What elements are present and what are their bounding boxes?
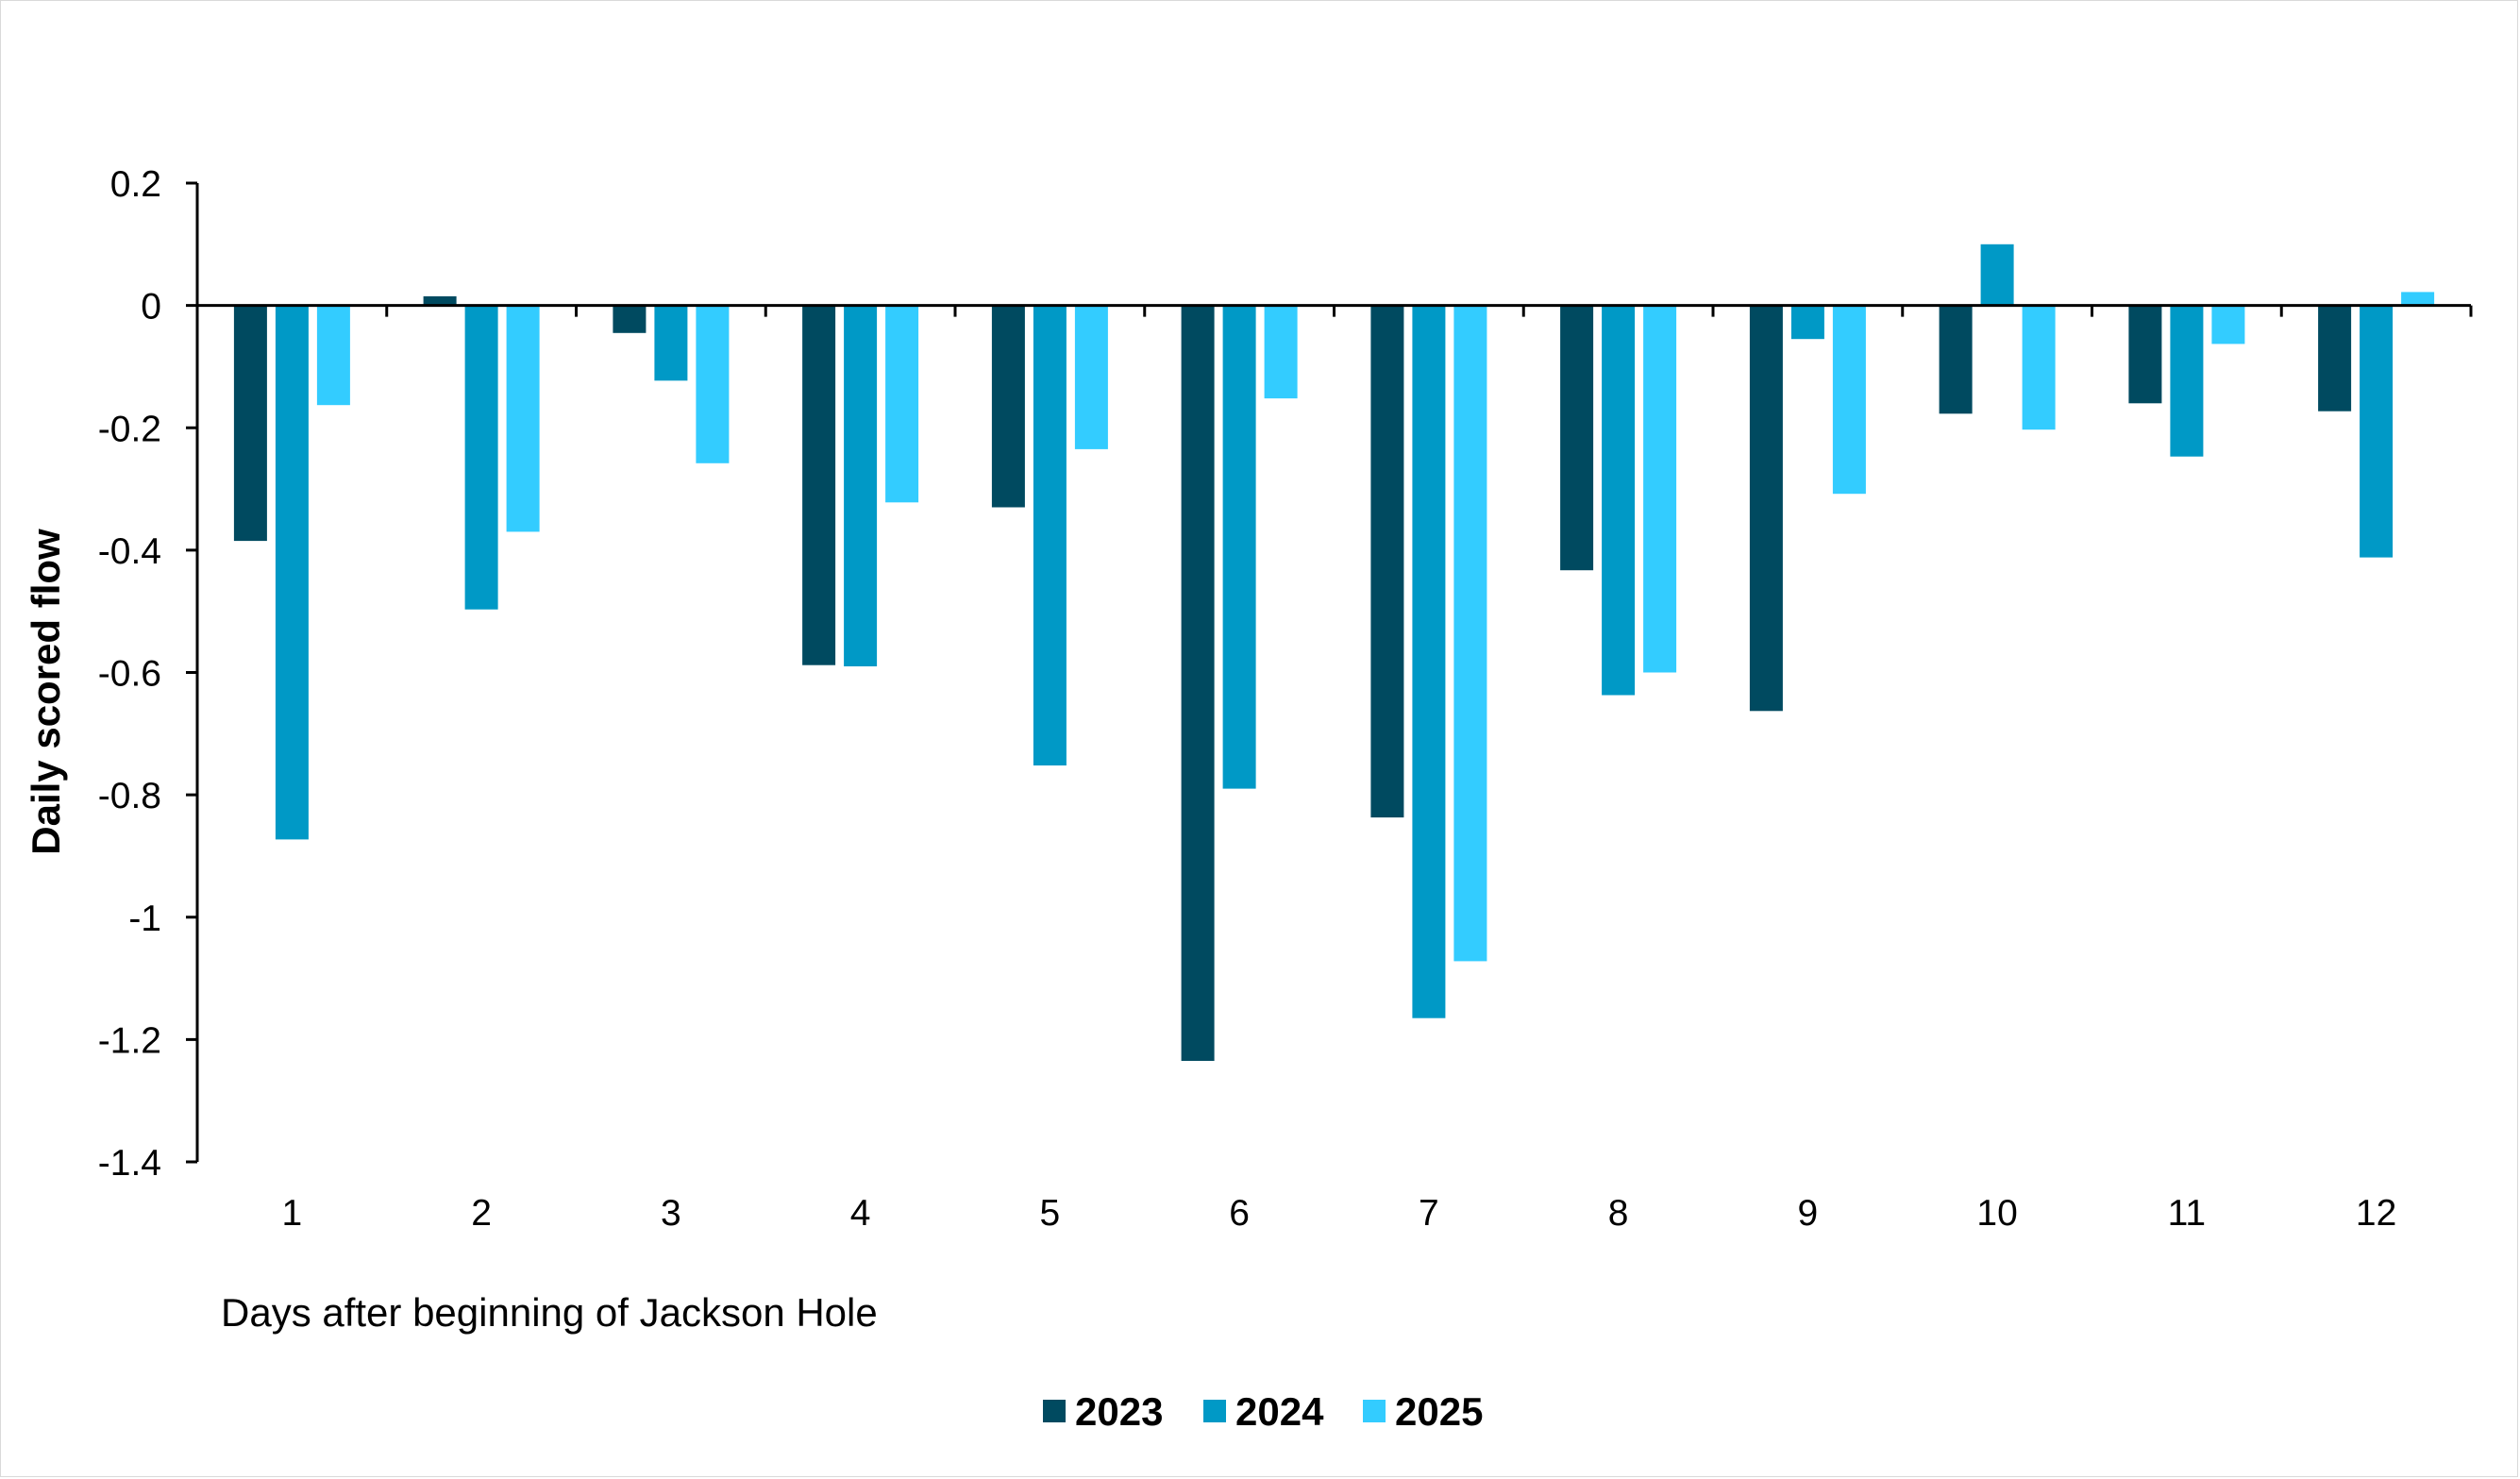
x-tick-label: 10 <box>1976 1193 2017 1234</box>
bar-2025-day-5 <box>1074 305 1108 449</box>
labels-layer: 0.20-0.2-0.4-0.6-0.8-1-1.2-1.41 2 3 4 5 6 7 8 9 1… <box>98 164 2397 1234</box>
y-tick-label: -0.8 <box>98 776 161 816</box>
bar-2023-day-3 <box>613 305 647 333</box>
bar-2023-day-1 <box>233 305 267 542</box>
y-tick-label: -0.6 <box>98 654 161 695</box>
legend-swatch <box>1043 1400 1066 1422</box>
bar-2023-day-11 <box>2128 305 2162 404</box>
bar-2025-day-4 <box>885 305 919 503</box>
bar-2025-day-6 <box>1264 305 1298 399</box>
y-tick-label: 0 <box>141 287 161 328</box>
bar-2025-day-3 <box>696 305 730 463</box>
x-tick-label: 3 <box>661 1193 681 1234</box>
legend-item-2023: 2023 <box>1043 1389 1163 1434</box>
x-tick-label: 2 <box>471 1193 492 1234</box>
x-axis-title: Days after beginning of Jackson Hole <box>221 1290 878 1335</box>
legend-swatch <box>1363 1400 1386 1422</box>
bar-2024-day-5 <box>1033 305 1067 765</box>
y-tick-label: -1.4 <box>98 1143 161 1184</box>
x-tick-label: 9 <box>1798 1193 1819 1234</box>
y-tick-label: -0.2 <box>98 409 161 449</box>
legend-item-2024: 2024 <box>1203 1389 1324 1434</box>
bar-2023-day-2 <box>423 295 457 306</box>
bar-2024-day-2 <box>464 305 498 610</box>
x-tick-label: 8 <box>1608 1193 1629 1234</box>
y-tick-label: -0.4 <box>98 531 161 572</box>
bar-2023-day-8 <box>1560 305 1594 571</box>
bar-2024-day-8 <box>1602 305 1636 696</box>
bar-2024-day-11 <box>2170 305 2204 457</box>
bar-2024-day-1 <box>275 305 309 840</box>
legend-swatch <box>1203 1400 1226 1422</box>
bar-2025-day-8 <box>1643 305 1677 673</box>
bar-2024-day-9 <box>1790 305 1824 340</box>
bar-2024-day-7 <box>1412 305 1446 1018</box>
bar-2025-day-2 <box>506 305 540 532</box>
bar-2025-day-12 <box>2401 292 2435 306</box>
bar-2025-day-7 <box>1453 305 1487 962</box>
bar-2023-day-9 <box>1749 305 1783 712</box>
bars-layer <box>233 244 2435 1062</box>
x-tick-label: 5 <box>1040 1193 1061 1234</box>
bar-2024-day-3 <box>654 305 688 381</box>
bar-2024-day-6 <box>1222 305 1256 789</box>
bar-2024-day-12 <box>2360 305 2394 558</box>
bar-2023-day-12 <box>2318 305 2352 412</box>
x-tick-label: 1 <box>282 1193 303 1234</box>
bar-2023-day-10 <box>1939 305 1973 414</box>
bar-2024-day-4 <box>844 305 878 666</box>
bar-2025-day-9 <box>1832 305 1866 495</box>
bar-2023-day-4 <box>802 305 836 665</box>
y-tick-label: -1 <box>128 899 161 939</box>
bar-2025-day-10 <box>2022 305 2056 430</box>
x-tick-label: 6 <box>1229 1193 1250 1234</box>
x-tick-label: 7 <box>1419 1193 1439 1234</box>
x-tick-label: 11 <box>2168 1193 2207 1234</box>
bar-2023-day-5 <box>991 305 1025 508</box>
axes-layer <box>186 181 2473 1164</box>
x-tick-label: 4 <box>850 1193 871 1234</box>
legend-item-2025: 2025 <box>1363 1389 1483 1434</box>
bar-2023-day-6 <box>1181 305 1215 1062</box>
legend-label: 2024 <box>1235 1389 1324 1434</box>
bar-2025-day-1 <box>316 305 350 406</box>
y-axis-title: Daily scored flow <box>24 529 68 855</box>
bar-2025-day-11 <box>2211 305 2245 345</box>
y-tick-label: -1.2 <box>98 1020 161 1061</box>
x-tick-label: 12 <box>2356 1193 2396 1234</box>
legend-label: 2023 <box>1075 1389 1163 1434</box>
bar-2023-day-7 <box>1370 305 1404 818</box>
bar-2024-day-10 <box>1980 244 2014 306</box>
legend-label: 2025 <box>1395 1389 1483 1434</box>
y-tick-label: 0.2 <box>110 164 161 205</box>
legend: 2023 2024 2025 <box>1043 1389 1483 1434</box>
